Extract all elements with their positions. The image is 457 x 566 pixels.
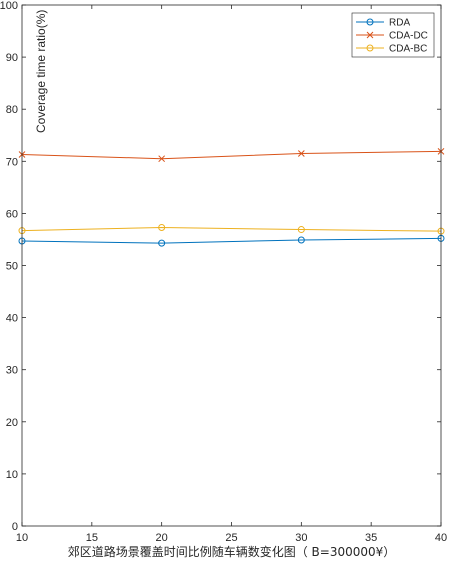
y-tick-label: 20	[6, 417, 18, 429]
y-tick-label: 100	[0, 0, 18, 12]
x-tick-label: 20	[156, 532, 168, 544]
y-tick-label: 80	[6, 104, 18, 116]
series-line	[21, 150, 442, 160]
legend-label: RDA	[389, 18, 410, 29]
x-tick-label: 30	[295, 532, 307, 544]
y-tick-label: 50	[6, 261, 18, 273]
y-tick-label: 0	[12, 521, 18, 533]
y-tick-label: 90	[6, 52, 18, 64]
series-line	[21, 226, 442, 232]
data-point	[158, 239, 166, 247]
legend-label: CDA-BC	[389, 44, 427, 55]
data-point	[297, 150, 305, 157]
x-axis-label: 郊区道路场景覆盖时间比例随车辆数变化图（ B=300000¥）	[68, 544, 396, 559]
data-point	[297, 226, 305, 234]
legend-item: RDA	[356, 18, 410, 29]
y-tick-label: 40	[6, 313, 18, 325]
y-tick-label: 30	[6, 365, 18, 377]
legend-item: CDA-DC	[356, 31, 428, 42]
series-line	[21, 237, 442, 244]
y-tick-label: 60	[6, 208, 18, 220]
legend: RDA CDA-DC CDA-BC	[351, 12, 435, 58]
y-tick-label: 70	[6, 156, 18, 168]
legend-item: CDA-BC	[356, 44, 427, 55]
data-point	[158, 223, 166, 231]
plot-area	[22, 5, 441, 526]
data-point	[297, 236, 305, 244]
y-axis-label: Coverage time ratio(%)	[34, 10, 48, 133]
x-tick-label: 10	[16, 532, 28, 544]
x-tick-label: 25	[225, 532, 237, 544]
y-tick-label: 10	[6, 469, 18, 481]
x-tick-label: 40	[435, 532, 447, 544]
x-tick-label: 35	[365, 532, 377, 544]
x-tick-label: 15	[86, 532, 98, 544]
legend-label: CDA-DC	[389, 31, 428, 42]
data-point	[158, 155, 166, 163]
